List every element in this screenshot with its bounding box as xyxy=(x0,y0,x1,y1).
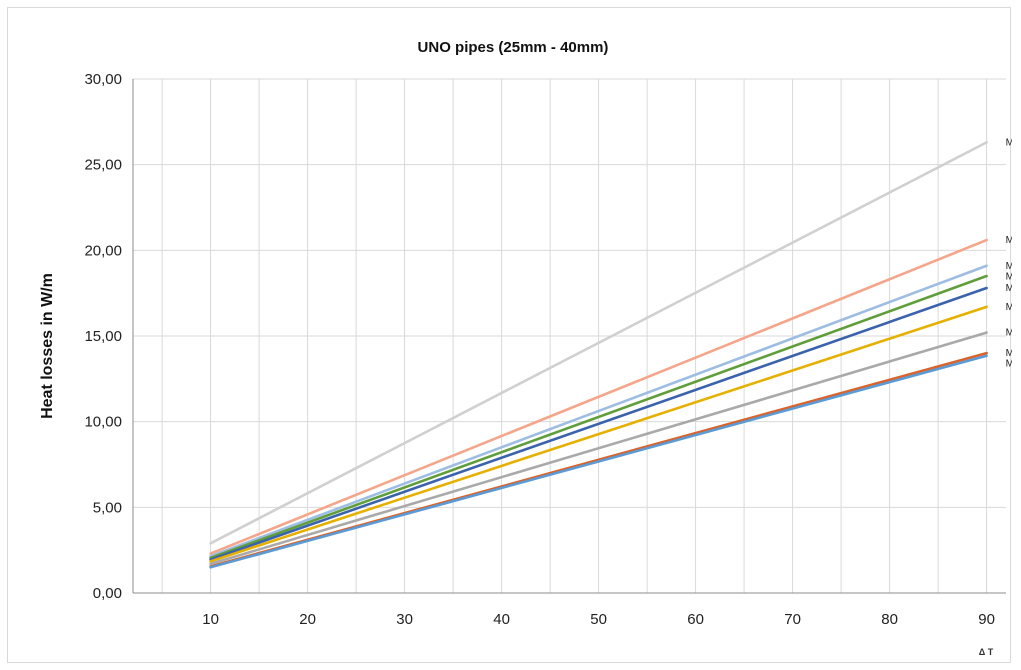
series-label-m9040: M9040 xyxy=(1006,137,1012,148)
series-line-m16040 xyxy=(209,331,988,566)
line-chart: UNO pipes (25mm - 40mm) Heat losses in W… xyxy=(39,39,1012,657)
x-tick-label: 90 xyxy=(978,611,995,628)
axes: 0,00 5,00 10,00 15,00 20,00 25,00 30,00 10 20 30 4… xyxy=(84,71,1006,628)
x-tick-label: 60 xyxy=(687,611,704,628)
x-tick-label: 40 xyxy=(493,611,510,628)
series-end-labels: M9040 M9032 M7525M12540M9025 M12532 M16040 M1… xyxy=(1006,137,1012,369)
x-tick-label: 50 xyxy=(590,611,607,628)
x-tick-label: 70 xyxy=(784,611,801,628)
chart-frame: UNO pipes (25mm - 40mm) Heat losses in W… xyxy=(7,7,1012,663)
x-tick-label: 30 xyxy=(396,611,413,628)
x-tick-label: 80 xyxy=(881,611,898,628)
x-axis-label: Δ T xyxy=(979,647,994,657)
y-tick-label: 30,00 xyxy=(84,71,122,88)
x-tick-label: 20 xyxy=(299,611,316,628)
series-lines xyxy=(209,141,988,569)
series-label-m16040: M16040 xyxy=(1006,328,1012,339)
series-label-m12532: M12532 xyxy=(1006,302,1012,313)
series-label-m16032: M16032 xyxy=(1006,359,1012,370)
y-tick-label: 10,00 xyxy=(84,414,122,431)
x-tick-label: 10 xyxy=(202,611,219,628)
y-tick-label: 15,00 xyxy=(84,328,122,345)
series-line-m12532 xyxy=(209,305,988,563)
chart-title: UNO pipes (25mm - 40mm) xyxy=(418,39,609,56)
series-line-m9032 xyxy=(209,238,988,555)
series-line-m9025 xyxy=(209,286,988,561)
grid xyxy=(133,78,1006,593)
y-tick-label: 0,00 xyxy=(93,585,122,602)
series-label-m9025: M9025 xyxy=(1006,283,1012,294)
series-line-m7525 xyxy=(209,264,988,558)
y-tick-label: 25,00 xyxy=(84,157,122,174)
series-line-m12540 xyxy=(209,274,988,560)
y-tick-label: 5,00 xyxy=(93,499,122,516)
series-label-m9032: M9032 xyxy=(1006,235,1012,246)
series-label-m7525: M7525 xyxy=(1006,261,1012,272)
y-tick-label: 20,00 xyxy=(84,242,122,259)
series-line-m9040 xyxy=(209,141,988,545)
series-label-m12540: M12540 xyxy=(1006,271,1012,282)
y-axis-label: Heat losses in W/m xyxy=(39,273,56,419)
series-label-m12525: M12525 xyxy=(1006,348,1012,359)
series-line-m16032 xyxy=(209,354,988,569)
